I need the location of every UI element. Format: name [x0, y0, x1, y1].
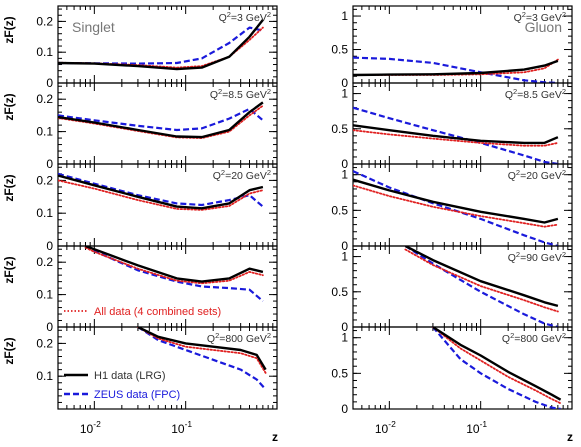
- series-line-zeus: [404, 246, 559, 327]
- x-tick-label: 10-2: [375, 419, 396, 436]
- legend-label-h1: H1 data (LRG): [94, 370, 166, 382]
- series-line-all: [431, 327, 562, 405]
- series-line-all: [353, 129, 559, 147]
- panel-singlet-0: 0 0.1 0.2 Q2=3 GeV2 Singlet: [36, 5, 278, 90]
- panel-frame: [352, 326, 573, 410]
- series-line-zeus: [353, 56, 558, 83]
- series-line-h1: [85, 246, 264, 283]
- series-line-h1: [353, 178, 559, 224]
- panel-gluon-1: 0 0.5 1 Q2=8.5 GeV2: [331, 82, 573, 171]
- series-line-h1: [58, 19, 264, 71]
- q2-label: Q2=20 GeV2: [508, 168, 566, 182]
- y-tick-label: 0.2: [36, 14, 53, 28]
- y-tick-label: 1: [341, 331, 348, 345]
- series-line-zeus: [58, 107, 264, 132]
- y-tick-label: 1: [341, 250, 348, 264]
- y-tick-label: 0.2: [36, 92, 53, 106]
- series-line-all: [58, 179, 264, 211]
- series-line-h1: [353, 124, 559, 145]
- q2-label: Q2=3 GeV2: [514, 10, 566, 24]
- y-tick-label: 0: [341, 157, 348, 171]
- q2-label: Q2=3 GeV2: [219, 10, 271, 24]
- panel-singlet-4: 0.1 0.2 Q2=800 GeV2 H1 data (LRG) ZEUS data …: [36, 326, 278, 410]
- panel-singlet-1: 0 0.1 0.2 Q2=8.5 GeV2: [36, 82, 278, 171]
- series-line-h1: [58, 174, 264, 210]
- legend-label-zeus: ZEUS data (FPC): [94, 389, 180, 401]
- y-tick-label: 0: [341, 239, 348, 253]
- y-tick-label: 0: [46, 76, 53, 90]
- series-line-zeus: [84, 246, 264, 302]
- y-tick-label: 1: [341, 87, 348, 101]
- y-tick-label: 0: [341, 402, 348, 416]
- y-tick-label: 0.1: [36, 288, 53, 302]
- y-axis-label: zF(z): [2, 174, 16, 201]
- series-line-all: [353, 184, 559, 228]
- series-line-zeus: [137, 327, 267, 391]
- series-line-h1: [432, 327, 562, 401]
- y-axis-label: zF(z): [2, 256, 16, 283]
- x-tick-label: 10-1: [466, 419, 487, 436]
- y-axis-label: zF(z): [2, 337, 16, 364]
- y-tick-label: 1: [341, 168, 348, 182]
- series-line-all: [136, 327, 267, 374]
- panel-frame: [57, 326, 278, 410]
- q2-label: Q2=8.5 GeV2: [210, 87, 271, 101]
- y-tick-label: 0.5: [331, 203, 348, 217]
- series-line-h1: [353, 59, 559, 77]
- y-tick-label: 0.1: [36, 206, 53, 220]
- series-line-h1: [137, 327, 267, 371]
- x-tick-label: 10-1: [171, 419, 192, 436]
- y-tick-label: 1: [341, 9, 348, 23]
- y-tick-label: 0.5: [331, 366, 348, 380]
- y-tick-label: 0: [46, 320, 53, 334]
- y-tick-label: 0.5: [331, 285, 348, 299]
- y-tick-label: 0.5: [331, 122, 348, 136]
- series-line-zeus: [58, 26, 264, 65]
- y-tick-label: 0.1: [36, 45, 53, 59]
- y-tick-label: 0: [341, 76, 348, 90]
- x-axis-label: z: [272, 430, 278, 444]
- series-line-all: [84, 246, 264, 285]
- y-tick-label: 0.1: [36, 369, 53, 383]
- panel-singlet-3: 0 0.1 0.2 All data (4 combined sets): [36, 245, 278, 334]
- y-tick-label: 0.2: [36, 255, 53, 269]
- series-line-all: [404, 248, 559, 313]
- q2-label: Q2=800 GeV2: [502, 331, 566, 345]
- panel-gluon-2: 0 0.5 1 Q2=20 GeV2: [331, 163, 573, 253]
- q2-label: Q2=20 GeV2: [213, 168, 271, 182]
- x-tick-label: 10-2: [80, 419, 101, 436]
- y-tick-label: 0: [46, 157, 53, 171]
- q2-label: Q2=8.5 GeV2: [505, 87, 566, 101]
- y-tick-label: 0.2: [36, 336, 53, 350]
- series-line-zeus: [353, 106, 559, 164]
- panel-name: Singlet: [72, 19, 115, 35]
- y-axis-label: zF(z): [2, 16, 16, 43]
- y-tick-label: 0: [341, 320, 348, 334]
- q2-label: Q2=800 GeV2: [207, 331, 271, 345]
- panel-gluon-3: 0 0.5 1 Q2=90 GeV2: [331, 245, 573, 334]
- panel-gluon-4: 0 0.5 1 Q2=800 GeV2: [331, 326, 573, 416]
- series-line-h1: [404, 246, 559, 308]
- y-tick-label: 0: [46, 239, 53, 253]
- q2-label: Q2=90 GeV2: [508, 250, 566, 264]
- series-line-h1: [58, 101, 264, 139]
- panel-name: Gluon: [525, 19, 562, 35]
- x-axis-label: z: [567, 430, 573, 444]
- y-tick-label: 0.1: [36, 125, 53, 139]
- panel-singlet-2: 0 0.1 0.2 Q2=20 GeV2: [36, 163, 278, 253]
- y-axis-label: zF(z): [2, 93, 16, 120]
- series-line-zeus: [353, 170, 559, 246]
- legend-label-all: All data (4 combined sets): [94, 306, 221, 318]
- y-tick-label: 0.2: [36, 173, 53, 187]
- series-line-zeus: [432, 327, 561, 409]
- y-tick-label: 0.5: [331, 43, 348, 57]
